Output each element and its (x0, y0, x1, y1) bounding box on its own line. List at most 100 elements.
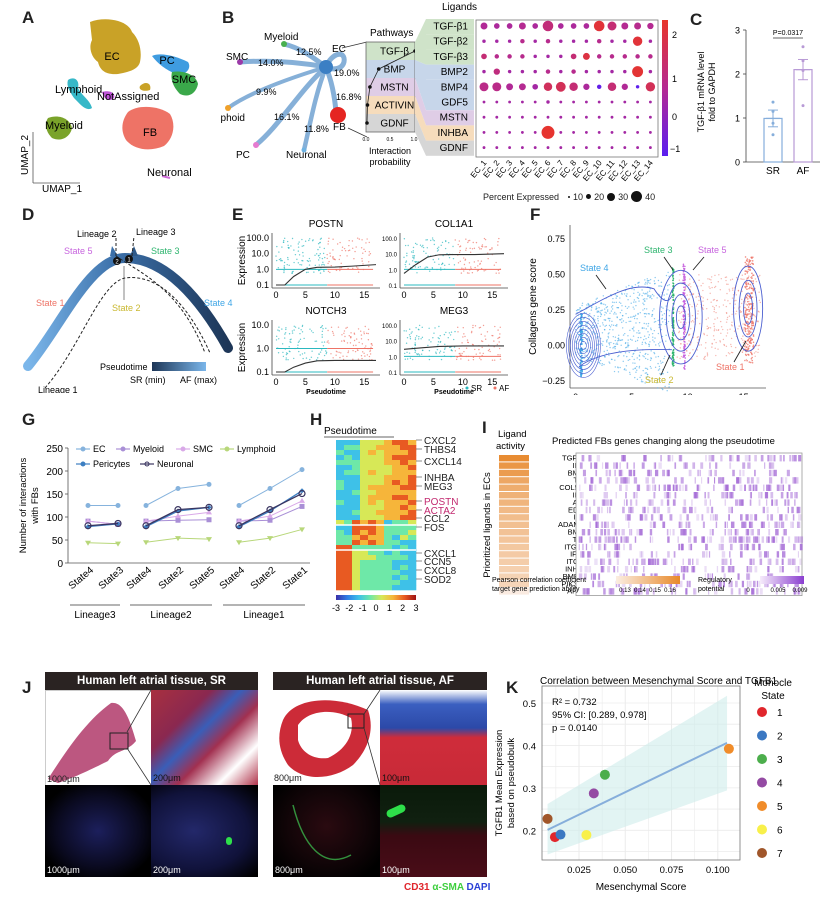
f-point-state4 (615, 313, 617, 315)
f-point-state1 (727, 300, 729, 302)
dot-MSTN-EC_5 (533, 115, 537, 119)
e-point (344, 250, 347, 252)
i-regulatory-cell (736, 477, 740, 484)
h-heatmap-cell (368, 535, 377, 541)
f-point-state1 (693, 321, 695, 323)
f-point-state4 (626, 293, 628, 295)
e-point (416, 272, 418, 274)
f-point-state4 (597, 322, 599, 325)
f-point-state1 (725, 335, 728, 337)
i-regulatory-cell (751, 529, 754, 536)
f-point-state1 (720, 278, 722, 280)
f-point-state4 (595, 308, 597, 310)
h-heatmap-cell (360, 480, 369, 486)
pathway-ligand-connector-4 (415, 114, 426, 156)
e-point (410, 332, 412, 334)
e-point (355, 246, 357, 248)
f-point-state1 (744, 311, 747, 314)
f-point-state1 (742, 335, 744, 337)
dot-GDF5-EC_14 (648, 100, 652, 104)
k-legend-dot-2 (757, 730, 767, 741)
h-heatmap-cell (352, 540, 361, 546)
f-point-state4 (668, 386, 670, 388)
h-gene-label-POSTN: POSTN (424, 497, 458, 508)
f-point-state4 (611, 308, 614, 310)
f-point-state1 (744, 256, 747, 258)
g-marker-SMC (299, 497, 305, 503)
i-ligand-label-ADAM17: ADAM17 (558, 520, 588, 529)
e-ytick-NOTCH3-1.0: 1.0 (256, 344, 269, 354)
i-regulatory-cell (740, 543, 743, 551)
h-heatmap-cell (384, 575, 393, 581)
f-point-state4 (653, 341, 655, 343)
i-regulatory-cell (771, 499, 774, 506)
e-point (422, 246, 425, 249)
i-regulatory-cell (704, 492, 706, 499)
e-point (491, 248, 493, 250)
i-regulatory-cell (734, 529, 737, 536)
f-point-state4 (654, 337, 656, 339)
h-heatmap-cell (376, 510, 385, 516)
f-point-state4 (580, 375, 582, 377)
h-colorbar-tick--1: -1 (359, 603, 367, 613)
i-regulatory-cell (711, 580, 715, 588)
f-point-state1 (714, 318, 716, 320)
k-xtick-0.050: 0.050 (613, 865, 637, 876)
i-regulatory-cell (622, 506, 625, 514)
f-point-state1 (740, 337, 743, 340)
i-regulatory-cell (758, 499, 761, 506)
sr-tissue-header: Human left atrial tissue, SR (45, 672, 258, 690)
i-regulatory-cell (759, 558, 763, 565)
f-point-state4 (666, 389, 668, 392)
f-point-state1 (720, 326, 723, 328)
i-regulatory-cell (660, 514, 663, 521)
size-label-20: 20 (594, 191, 605, 202)
i-regulatory-cell (779, 455, 782, 462)
e-point (297, 243, 300, 245)
e-point (290, 338, 292, 340)
f-point-state4 (639, 312, 641, 314)
f-point-state4 (655, 356, 657, 358)
i-regulatory-cell (746, 477, 750, 484)
f-point-state3 (673, 364, 675, 367)
f-point-state4 (660, 323, 662, 326)
f-point-state1 (690, 327, 692, 330)
g-marker-EC (299, 467, 305, 473)
ligand-band-8 (426, 140, 474, 156)
f-point-state4 (657, 279, 660, 282)
g-marker-Neuronal (84, 522, 92, 530)
i-regulatory-cell (671, 558, 673, 565)
e-point (281, 328, 283, 330)
c-point-SR-2 (771, 121, 775, 125)
f-point-state1 (735, 294, 737, 296)
e-point (433, 243, 436, 246)
f-point-state1 (757, 348, 760, 351)
f-point-state4 (575, 340, 577, 342)
f-point-state1 (725, 321, 728, 323)
af-scale-1: 800μm (274, 773, 302, 783)
i-regulatory-cell (617, 551, 621, 558)
k-ylabel-line1: TGFB1 Mean Expression (494, 730, 505, 837)
i-regulatory-cell (796, 506, 801, 514)
f-point-state1 (691, 358, 693, 360)
f-point-state4 (611, 320, 613, 323)
f-point-state4 (650, 295, 652, 297)
f-point-state4 (650, 350, 652, 352)
f-point-state5 (682, 300, 685, 303)
i-regulatory-cell (600, 529, 603, 536)
dot-GDNF-EC_8 (572, 146, 576, 150)
i-regulatory-cell (596, 455, 601, 462)
f-point-state4 (644, 367, 647, 369)
f-contour-6 (743, 292, 754, 325)
e-point (483, 270, 485, 272)
h-heatmap-cell (376, 575, 385, 581)
colorbar-tick-neg1: −1 (670, 144, 680, 154)
e-point (289, 341, 291, 343)
i-regulatory-cell (589, 484, 592, 491)
i-regulatory-cell (667, 455, 670, 462)
i-regulatory-cell (791, 558, 794, 565)
h-heatmap-cell (392, 535, 401, 541)
i-regulatory-cell (769, 558, 772, 565)
e-xlabel-NOTCH3: Pseudotime (306, 389, 346, 395)
e-point (459, 249, 461, 252)
